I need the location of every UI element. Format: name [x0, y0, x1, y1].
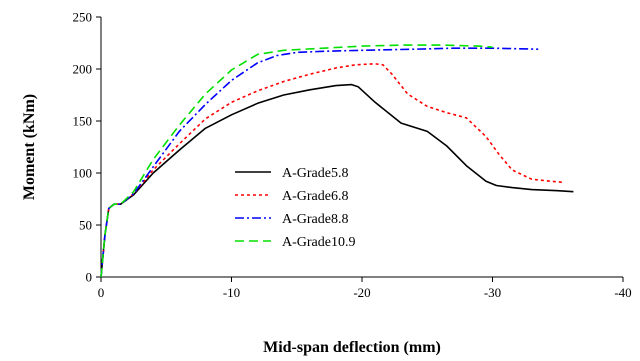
x-tick-label: -40 — [614, 285, 631, 300]
y-tick-label: 250 — [73, 10, 93, 25]
legend-label-0: A-Grade5.8 — [282, 166, 348, 181]
x-tick-label: 0 — [98, 285, 105, 300]
y-tick-label: 150 — [73, 114, 93, 129]
x-axis-title: Mid-span deflection (mm) — [263, 339, 441, 356]
y-tick-label: 50 — [79, 218, 92, 233]
y-tick-label: 0 — [86, 270, 93, 285]
x-tick-label: -10 — [223, 285, 240, 300]
y-tick-label: 200 — [73, 62, 93, 77]
axes — [100, 17, 623, 278]
x-tick-label: -20 — [353, 285, 370, 300]
legend-label-3: A-Grade10.9 — [282, 235, 355, 250]
x-tick-label: -30 — [484, 285, 501, 300]
ticks: 0 -10 -20 -30 -40 0 50 100 150 200 250 — [73, 10, 632, 301]
y-axis-title: Moment (kNm) — [21, 94, 38, 200]
series-group — [100, 44, 574, 278]
y-tick-label: 100 — [73, 166, 93, 181]
legend: A-Grade5.8 A-Grade6.8 A-Grade8.8 A-Grade10.… — [235, 166, 355, 250]
legend-label-2: A-Grade8.8 — [282, 212, 348, 227]
legend-label-1: A-Grade6.8 — [282, 189, 348, 204]
series-line-3 — [100, 44, 493, 278]
